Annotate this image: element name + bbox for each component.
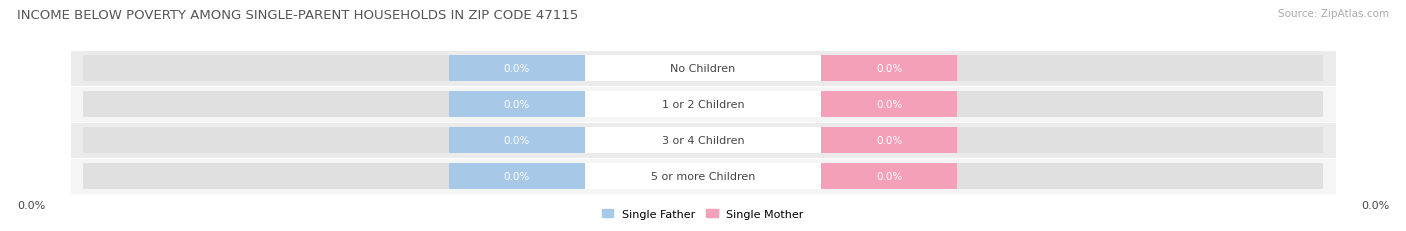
Bar (70, 51, 1336, 87)
Bar (449, 56, 585, 82)
Text: 5 or more Children: 5 or more Children (651, 171, 755, 181)
Bar (585, 128, 821, 153)
Text: 0.0%: 0.0% (17, 201, 45, 211)
Text: INCOME BELOW POVERTY AMONG SINGLE-PARENT HOUSEHOLDS IN ZIP CODE 47115: INCOME BELOW POVERTY AMONG SINGLE-PARENT… (17, 9, 578, 22)
Bar (585, 163, 821, 189)
Bar (585, 56, 821, 82)
Bar (449, 163, 585, 189)
Text: 3 or 4 Children: 3 or 4 Children (662, 135, 744, 145)
Bar (585, 92, 821, 117)
Bar (449, 128, 585, 153)
Text: 0.0%: 0.0% (876, 64, 903, 74)
Bar (821, 56, 957, 82)
Bar (83, 163, 1323, 189)
Bar (83, 128, 1323, 153)
Text: 0.0%: 0.0% (876, 171, 903, 181)
Bar (70, 158, 1336, 194)
Legend: Single Father, Single Mother: Single Father, Single Mother (598, 204, 808, 223)
Bar (821, 163, 957, 189)
Text: 0.0%: 0.0% (503, 64, 530, 74)
Text: 0.0%: 0.0% (503, 135, 530, 145)
Text: No Children: No Children (671, 64, 735, 74)
Text: 0.0%: 0.0% (876, 100, 903, 109)
Text: 0.0%: 0.0% (503, 100, 530, 109)
Text: 1 or 2 Children: 1 or 2 Children (662, 100, 744, 109)
Text: 0.0%: 0.0% (503, 171, 530, 181)
Bar (83, 56, 1323, 82)
Bar (83, 92, 1323, 117)
Bar (449, 92, 585, 117)
Text: 0.0%: 0.0% (876, 135, 903, 145)
Text: 0.0%: 0.0% (1361, 201, 1389, 211)
Text: Source: ZipAtlas.com: Source: ZipAtlas.com (1278, 9, 1389, 19)
Bar (821, 92, 957, 117)
Bar (70, 87, 1336, 122)
Bar (821, 128, 957, 153)
Bar (70, 122, 1336, 158)
